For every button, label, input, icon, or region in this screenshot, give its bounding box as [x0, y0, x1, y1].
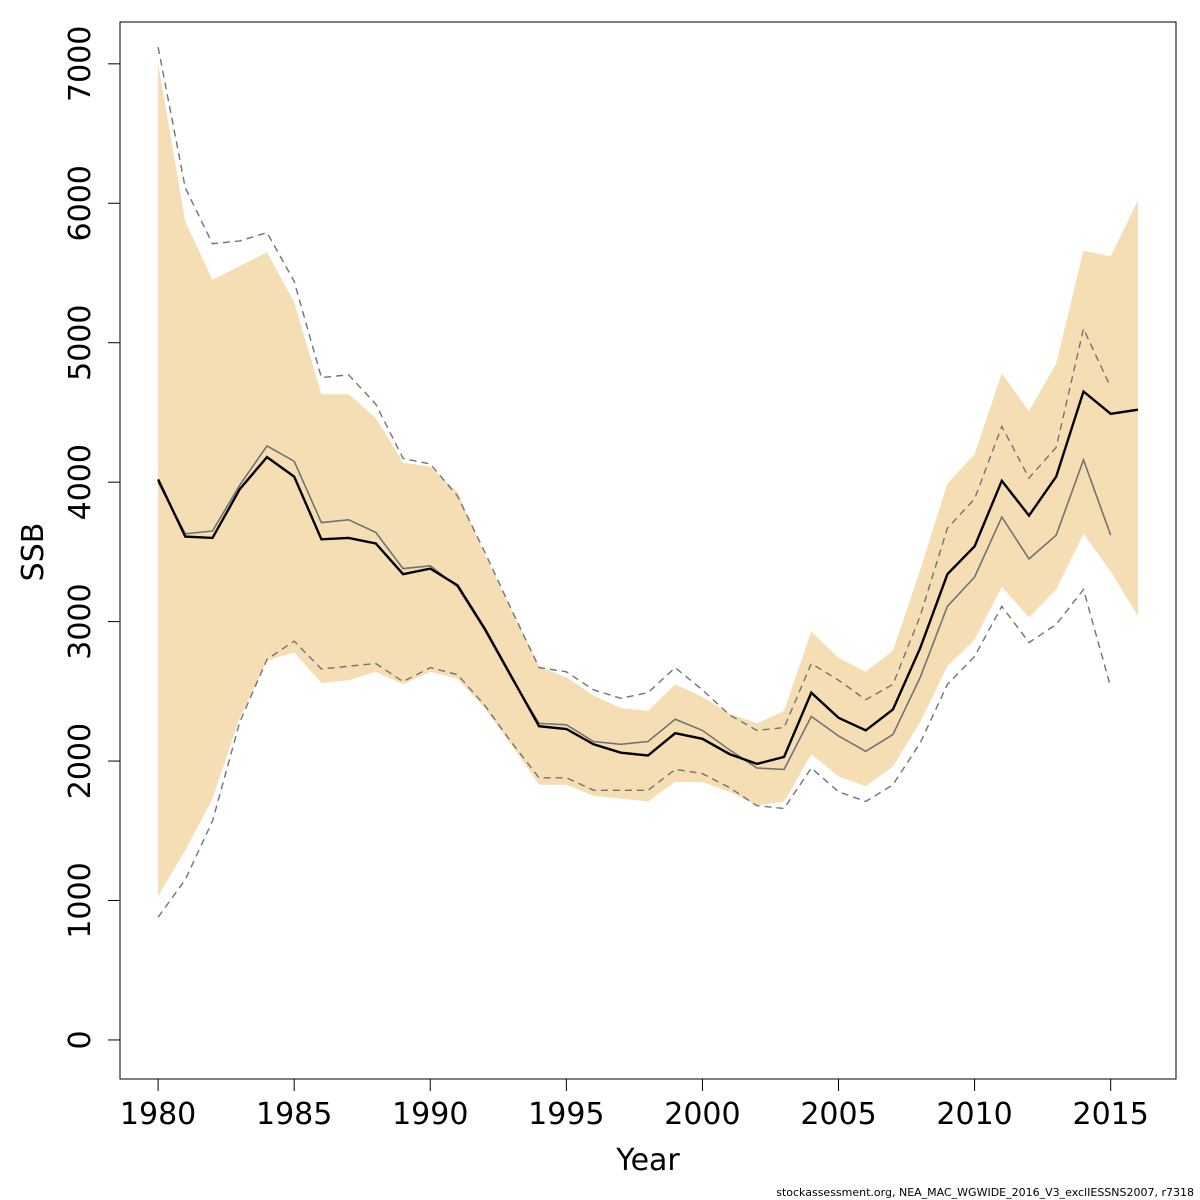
x-tick-label: 2005 — [800, 1097, 876, 1132]
x-tick-label: 1990 — [392, 1097, 468, 1132]
previous-upper-ci-line — [157, 46, 1112, 732]
y-tick-label: 1000 — [63, 862, 98, 938]
x-tick-label: 2015 — [1073, 1097, 1149, 1132]
y-axis-title: SSB — [16, 523, 51, 582]
x-axis: 1980 1985 1990 1995 2000 2005 2010 2015 — [120, 1078, 1149, 1132]
y-tick-label: 0 — [63, 1030, 98, 1049]
x-axis-title: Year — [615, 1143, 680, 1178]
y-tick-label: 3000 — [63, 583, 98, 659]
x-tick-label: 1980 — [120, 1097, 196, 1132]
confidence-band — [158, 63, 1138, 897]
y-axis: 0 1000 2000 3000 4000 5000 6000 7000 — [63, 26, 121, 1050]
footer-credit: stockassessment.org, NEA_MAC_WGWIDE_2016… — [776, 1186, 1194, 1199]
y-tick-label: 6000 — [63, 165, 98, 241]
x-tick-label: 1985 — [256, 1097, 332, 1132]
x-tick-label: 1995 — [528, 1097, 604, 1132]
x-tick-label: 2010 — [936, 1097, 1012, 1132]
y-tick-label: 2000 — [63, 723, 98, 799]
current-estimate-line — [157, 389, 1139, 766]
previous-estimate-line — [157, 444, 1112, 771]
y-tick-label: 7000 — [63, 26, 98, 102]
y-tick-label: 4000 — [63, 444, 98, 520]
y-tick-label: 5000 — [63, 305, 98, 381]
x-tick-label: 2000 — [664, 1097, 740, 1132]
